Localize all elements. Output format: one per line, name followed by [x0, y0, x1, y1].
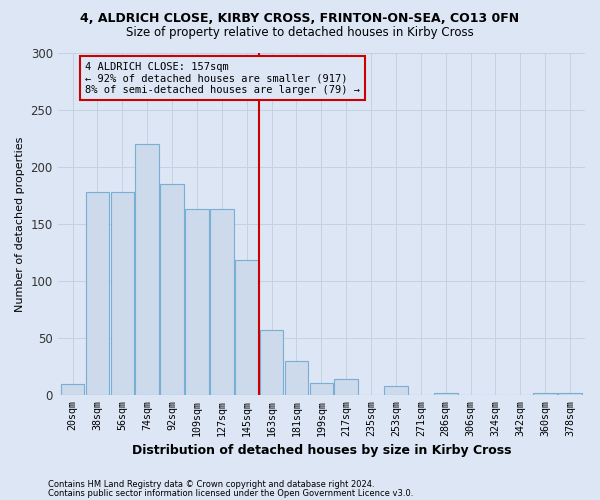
Text: 4 ALDRICH CLOSE: 157sqm
← 92% of detached houses are smaller (917)
8% of semi-de: 4 ALDRICH CLOSE: 157sqm ← 92% of detache… — [85, 62, 360, 95]
Bar — [260, 330, 283, 396]
Bar — [86, 192, 109, 396]
Bar — [284, 361, 308, 396]
Bar — [310, 382, 333, 396]
Bar — [235, 260, 259, 396]
Bar — [185, 209, 209, 396]
Text: Size of property relative to detached houses in Kirby Cross: Size of property relative to detached ho… — [126, 26, 474, 39]
Bar — [334, 380, 358, 396]
Bar — [533, 393, 557, 396]
X-axis label: Distribution of detached houses by size in Kirby Cross: Distribution of detached houses by size … — [131, 444, 511, 458]
Bar — [210, 209, 233, 396]
Text: Contains HM Land Registry data © Crown copyright and database right 2024.: Contains HM Land Registry data © Crown c… — [48, 480, 374, 489]
Bar — [110, 192, 134, 396]
Text: Contains public sector information licensed under the Open Government Licence v3: Contains public sector information licen… — [48, 488, 413, 498]
Bar — [61, 384, 85, 396]
Text: 4, ALDRICH CLOSE, KIRBY CROSS, FRINTON-ON-SEA, CO13 0FN: 4, ALDRICH CLOSE, KIRBY CROSS, FRINTON-O… — [80, 12, 520, 26]
Y-axis label: Number of detached properties: Number of detached properties — [15, 136, 25, 312]
Bar — [434, 393, 458, 396]
Bar — [384, 386, 408, 396]
Bar — [558, 393, 582, 396]
Bar — [136, 144, 159, 396]
Bar — [160, 184, 184, 396]
